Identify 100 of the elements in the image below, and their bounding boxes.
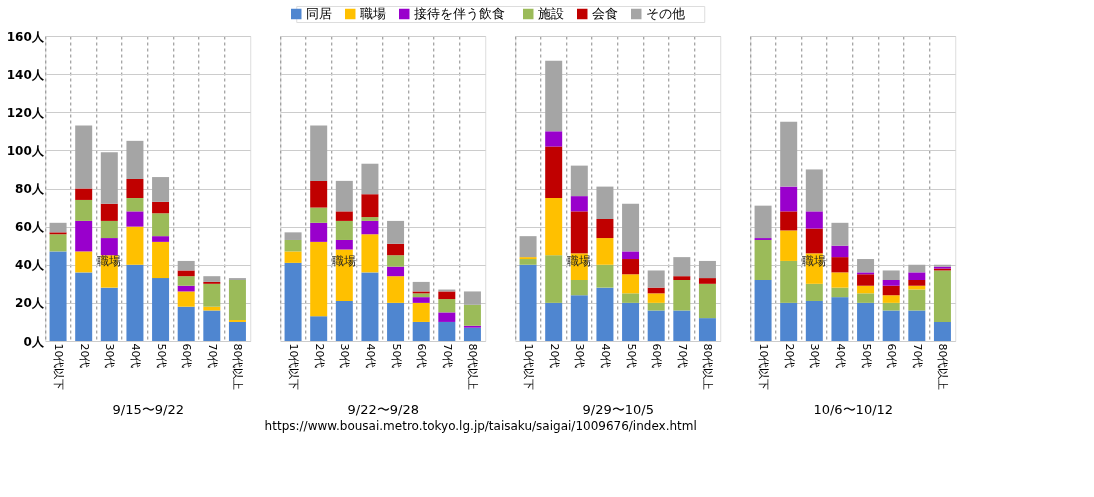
bar xyxy=(622,259,640,275)
bar xyxy=(126,198,144,212)
bar xyxy=(622,251,640,260)
bar xyxy=(831,297,849,341)
x-tick-label: 50代 xyxy=(389,343,403,369)
bar xyxy=(203,306,221,311)
x-tick-label: 80代以上 xyxy=(701,343,715,391)
bar xyxy=(75,188,93,200)
bar xyxy=(622,293,640,303)
y-tick-label: 160人 xyxy=(6,29,45,44)
x-tick-label: 10代以下 xyxy=(522,343,536,391)
bar xyxy=(100,220,118,239)
y-tick-label: 40人 xyxy=(15,258,45,273)
bar xyxy=(387,220,405,244)
x-tick-label: 60代 xyxy=(885,343,899,369)
bar xyxy=(882,270,900,280)
x-tick-label: 10代以下 xyxy=(757,343,771,391)
x-tick-label: 20代 xyxy=(782,343,796,369)
bar xyxy=(647,310,665,341)
x-tick-label: 20代 xyxy=(547,343,561,369)
bar xyxy=(908,285,926,290)
bar xyxy=(596,238,614,265)
bar xyxy=(754,239,772,280)
bar xyxy=(754,205,772,239)
bar xyxy=(908,310,926,341)
x-tick-label: 50代 xyxy=(154,343,168,369)
bar xyxy=(780,230,798,261)
x-tick-label: 30代 xyxy=(573,343,587,369)
bar xyxy=(805,211,823,229)
bar xyxy=(908,280,926,286)
bar xyxy=(831,222,849,246)
bar xyxy=(310,180,328,208)
bar xyxy=(857,259,875,273)
bar xyxy=(177,291,195,307)
bar xyxy=(387,255,405,267)
x-tick-label: 70代 xyxy=(675,343,689,369)
x-tick-label: 10代以下 xyxy=(287,343,301,391)
legend-label: 会食 xyxy=(592,6,619,21)
bar xyxy=(49,222,67,233)
bar xyxy=(361,272,379,341)
bar xyxy=(698,278,716,284)
bar xyxy=(100,287,118,341)
bar xyxy=(882,310,900,341)
x-axis-title: 9/29〜10/5 xyxy=(582,402,654,418)
bar xyxy=(519,259,537,265)
bar xyxy=(361,220,379,235)
bar xyxy=(177,306,195,341)
bar xyxy=(387,243,405,256)
bar xyxy=(933,321,951,341)
bar xyxy=(805,169,823,212)
bar xyxy=(152,177,170,202)
x-tick-label: 40代 xyxy=(363,343,377,369)
legend-label: 接待を伴う飲食 xyxy=(414,6,506,21)
bar xyxy=(412,281,430,292)
x-tick-label: 50代 xyxy=(624,343,638,369)
bar xyxy=(780,260,798,303)
bar xyxy=(780,211,798,231)
bar xyxy=(100,203,118,221)
bar xyxy=(673,310,691,341)
bar xyxy=(622,203,640,252)
bar xyxy=(126,178,144,199)
bar xyxy=(570,211,588,254)
bar xyxy=(310,125,328,181)
bar xyxy=(596,264,614,288)
bar xyxy=(177,276,195,286)
x-tick-label: 60代 xyxy=(180,343,194,369)
bar xyxy=(545,255,563,303)
bar xyxy=(882,295,900,303)
bar xyxy=(152,213,170,237)
bar xyxy=(335,300,353,341)
bar xyxy=(152,278,170,341)
bar xyxy=(754,280,772,341)
legend-label: 職場 xyxy=(360,6,387,21)
bar xyxy=(463,327,481,341)
bar xyxy=(49,234,67,252)
x-tick-label: 30代 xyxy=(103,343,117,369)
bar xyxy=(463,304,481,326)
bar xyxy=(361,217,379,221)
bar xyxy=(780,121,798,187)
bar xyxy=(438,291,456,300)
x-axis-title: 9/15〜9/22 xyxy=(112,402,184,418)
x-tick-label: 70代 xyxy=(205,343,219,369)
bar xyxy=(387,276,405,303)
x-tick-label: 70代 xyxy=(910,343,924,369)
x-tick-label: 30代 xyxy=(338,343,352,369)
x-tick-label: 80代以上 xyxy=(466,343,480,391)
bar xyxy=(361,234,379,273)
bar xyxy=(177,260,195,271)
x-tick-label: 50代 xyxy=(859,343,873,369)
bar xyxy=(673,280,691,311)
bar xyxy=(698,283,716,319)
y-tick-label: 20人 xyxy=(15,296,45,311)
bar xyxy=(882,302,900,311)
bar xyxy=(335,220,353,240)
bar xyxy=(335,239,353,250)
bar xyxy=(622,274,640,294)
bar xyxy=(596,186,614,219)
bar xyxy=(545,60,563,132)
bar xyxy=(857,274,875,286)
bar xyxy=(673,276,691,280)
